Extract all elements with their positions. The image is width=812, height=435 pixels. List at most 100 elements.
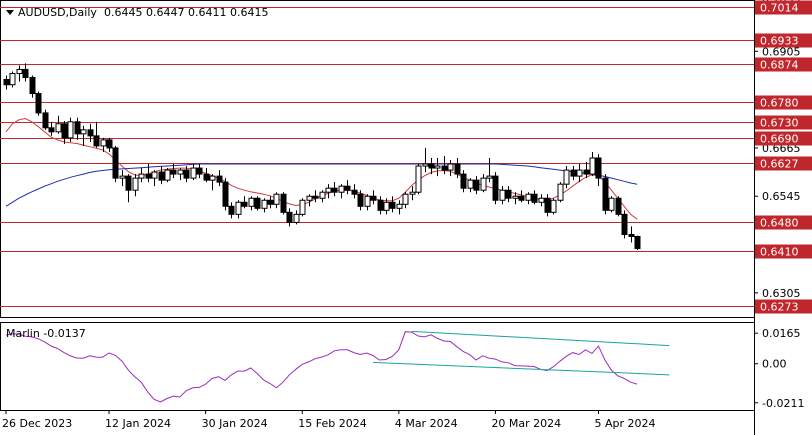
candle-body-bearish — [518, 195, 525, 201]
candle-body-bullish — [608, 197, 615, 211]
candle-body-bullish — [293, 213, 300, 223]
chart-symbol-label: AUDUSD,Daily — [18, 6, 97, 19]
y-tick-label: 0.6545 — [762, 190, 801, 203]
candle-body-bullish — [306, 195, 313, 201]
candle-body-bullish — [190, 167, 197, 179]
candle-body-bearish — [48, 127, 55, 133]
candle-body-bearish — [428, 163, 435, 169]
candle-body-bearish — [351, 189, 358, 195]
candle-body-bullish — [235, 201, 242, 215]
candle-body-bullish — [132, 177, 139, 191]
level-price-label: 0.6273 — [760, 301, 799, 314]
level-price-label: 0.6874 — [760, 59, 799, 72]
level-price-tag — [755, 57, 812, 72]
candle-body-bullish — [409, 191, 416, 195]
candle-body-bearish — [74, 121, 81, 135]
candle-body-bearish — [441, 165, 448, 171]
candle-body-bearish — [505, 189, 512, 199]
moving-average-blue-line — [5, 163, 638, 207]
candle-body-bullish — [589, 157, 596, 175]
level-price-label: 0.6780 — [760, 97, 799, 110]
marlin-oscillator-line — [5, 331, 638, 403]
symbol-dropdown-arrow-icon[interactable] — [6, 10, 14, 15]
candle-body-bearish — [454, 163, 461, 175]
candle-body-bullish — [415, 165, 422, 193]
candle-body-bearish — [492, 175, 499, 201]
candle-body-bearish — [87, 129, 94, 137]
candle-body-bearish — [267, 199, 274, 205]
candle-body-bullish — [486, 175, 493, 179]
candle-body-bullish — [422, 163, 429, 167]
candle-body-bearish — [158, 171, 165, 181]
candle-body-bearish — [203, 173, 210, 181]
candle-body-bearish — [370, 195, 377, 201]
candle-body-bearish — [61, 123, 68, 139]
candle-body-bullish — [383, 201, 390, 211]
level-price-label: 0.6480 — [760, 217, 799, 230]
candle-body-bearish — [621, 213, 628, 235]
x-axis-date-label: 5 Apr 2024 — [594, 417, 655, 430]
moving-average-red-line — [5, 117, 638, 220]
candle-body-bullish — [538, 197, 545, 203]
candle-body-bullish — [480, 177, 487, 191]
candle-body-bearish — [344, 185, 351, 191]
candle-body-bearish — [389, 201, 396, 209]
candle-body-bullish — [248, 197, 255, 207]
x-axis-date-label: 15 Feb 2024 — [298, 417, 366, 430]
candle-body-bullish — [80, 129, 87, 135]
x-axis-date-label: 4 Mar 2024 — [395, 417, 458, 430]
candle-body-bearish — [3, 78, 10, 86]
indicator-tick-label: -0.0211 — [762, 397, 804, 410]
candle-body-bullish — [100, 139, 107, 147]
candle-body-bearish — [460, 173, 467, 189]
candle-body-bullish — [402, 193, 409, 205]
candle-body-bullish — [177, 169, 184, 175]
candle-body-bearish — [112, 147, 119, 179]
candle-body-bearish — [634, 235, 641, 250]
level-price-tag — [755, 115, 812, 130]
marlin-upper-trendline — [411, 330, 670, 347]
candle-body-bearish — [222, 181, 229, 207]
level-price-tag — [755, 131, 812, 146]
x-axis-date-label: 12 Jan 2024 — [105, 417, 171, 430]
candle-body-bullish — [16, 68, 23, 74]
x-axis-date-label: 26 Dec 2023 — [2, 417, 72, 430]
candle-body-bullish — [209, 175, 216, 181]
level-price-label: 0.6627 — [760, 158, 799, 171]
candle-body-bearish — [357, 193, 364, 207]
indicator-tick-label: 0.00 — [762, 358, 787, 371]
level-price-tag — [755, 299, 812, 314]
candle-body-bearish — [531, 193, 538, 203]
candle-body-bearish — [42, 112, 49, 129]
candle-body-bearish — [241, 201, 248, 207]
candle-body-bearish — [473, 179, 480, 191]
candle-body-bullish — [319, 191, 326, 199]
candle-body-bearish — [377, 199, 384, 211]
candle-body-bearish — [35, 93, 42, 114]
level-price-tag — [755, 33, 812, 48]
candle-body-bullish — [576, 169, 583, 177]
candle-body-bullish — [9, 72, 16, 86]
candle-body-bullish — [164, 169, 171, 181]
indicator-label: Marlin -0.0137 — [6, 327, 86, 340]
candle-body-bullish — [261, 199, 268, 209]
candle-body-bullish — [434, 165, 441, 169]
candle-body-bullish — [67, 121, 74, 139]
x-axis-date-label: 20 Mar 2024 — [491, 417, 561, 430]
candle-body-bearish — [570, 169, 577, 177]
candle-body-bullish — [138, 173, 145, 179]
level-price-label: 0.7014 — [760, 2, 799, 15]
candle-body-bearish — [544, 197, 551, 213]
y-tick-label: 0.6905 — [762, 45, 801, 58]
level-price-tag — [755, 156, 812, 171]
x-axis-date-label: 30 Jan 2024 — [202, 417, 268, 430]
candle-body-bullish — [499, 189, 506, 201]
candle-body-bearish — [93, 135, 100, 147]
candle-body-bearish — [615, 197, 622, 215]
candle-body-bullish — [119, 175, 126, 179]
candle-body-bullish — [396, 203, 403, 209]
candle-body-bearish — [280, 193, 287, 213]
candle-body-bearish — [22, 68, 29, 78]
